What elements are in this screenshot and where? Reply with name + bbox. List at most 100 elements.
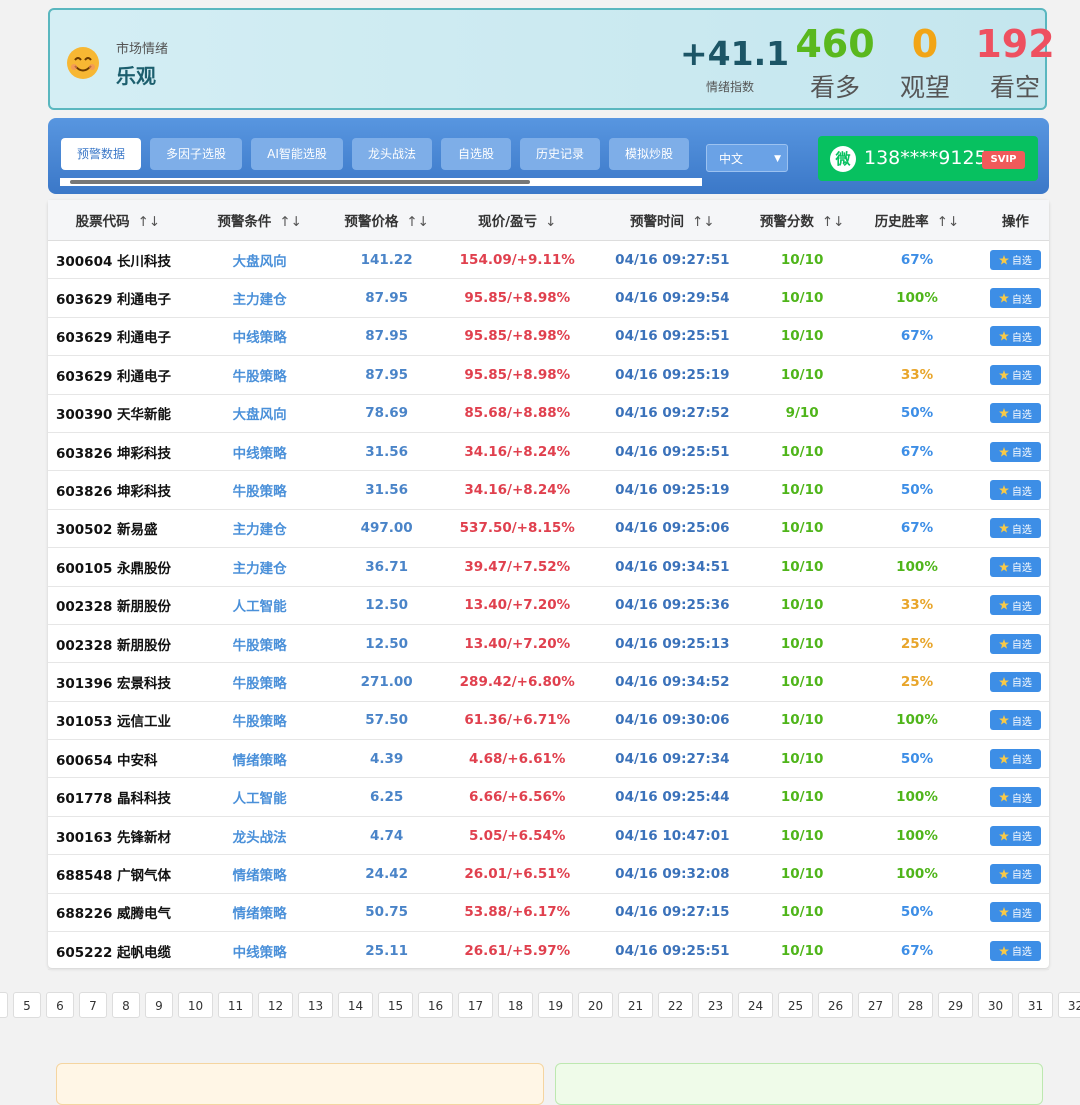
cell: 9/10 bbox=[752, 394, 853, 433]
page-button[interactable]: 14 bbox=[338, 992, 373, 1018]
page-button[interactable]: 15 bbox=[378, 992, 413, 1018]
page-button[interactable]: 27 bbox=[858, 992, 893, 1018]
column-header[interactable]: 预警分数 ↑↓ bbox=[752, 200, 853, 241]
watch-label: 自选 bbox=[1011, 448, 1032, 460]
watch-button[interactable]: 自选 bbox=[989, 671, 1041, 692]
cell: 50.75 bbox=[331, 893, 442, 933]
tab[interactable]: AI智能选股 bbox=[251, 138, 343, 170]
column-header[interactable]: 预警条件 ↑↓ bbox=[187, 200, 332, 241]
cell: 34.16/+8.24% bbox=[441, 432, 593, 472]
watch-button[interactable]: 自选 bbox=[989, 480, 1041, 501]
page-button[interactable]: 20 bbox=[578, 992, 613, 1018]
cell: 95.85/+8.98% bbox=[441, 317, 593, 357]
watch-button[interactable]: 自选 bbox=[989, 556, 1041, 577]
page-button[interactable]: 30 bbox=[978, 992, 1013, 1018]
page-button[interactable]: 5 bbox=[13, 992, 41, 1018]
page-button[interactable]: 11 bbox=[218, 992, 253, 1018]
cell: 497.00 bbox=[331, 509, 442, 549]
action-cell: 自选 bbox=[981, 624, 1049, 664]
page-button[interactable]: 22 bbox=[658, 992, 693, 1018]
cell: 100% bbox=[852, 777, 982, 817]
page-button[interactable]: 26 bbox=[818, 992, 853, 1018]
cell: 04/16 09:30:06 bbox=[592, 701, 752, 741]
page-button[interactable]: 31 bbox=[1018, 992, 1053, 1018]
page-button[interactable]: 9 bbox=[145, 992, 173, 1018]
cell: 10/10 bbox=[752, 739, 853, 779]
page-button[interactable]: 18 bbox=[498, 992, 533, 1018]
cell: 50% bbox=[852, 739, 982, 779]
watch-label: 自选 bbox=[1011, 371, 1032, 383]
cell: 67% bbox=[852, 432, 982, 472]
page-button[interactable]: 16 bbox=[418, 992, 453, 1018]
page-button[interactable]: 10 bbox=[178, 992, 213, 1018]
page-button[interactable]: 6 bbox=[46, 992, 74, 1018]
watch-label: 自选 bbox=[1011, 678, 1032, 690]
cell: 10/10 bbox=[752, 432, 853, 472]
column-header[interactable]: 预警价格 ↑↓ bbox=[331, 200, 442, 241]
language-select[interactable]: 中文 ▼ bbox=[706, 144, 788, 172]
watch-button[interactable]: 自选 bbox=[989, 364, 1041, 385]
stat-label: 看空 bbox=[989, 73, 1040, 102]
page-button[interactable]: 29 bbox=[938, 992, 973, 1018]
column-header[interactable]: 股票代码 ↑↓ bbox=[48, 200, 188, 241]
watch-button[interactable]: 自选 bbox=[989, 326, 1041, 347]
column-header[interactable]: 历史胜率 ↑↓ bbox=[852, 200, 982, 241]
page-button[interactable]: 21 bbox=[618, 992, 653, 1018]
cell: 10/10 bbox=[752, 701, 853, 741]
table-row: 603826 坤彩科技 中线策略 31.56 34.16/+8.24% 04/16 09… bbox=[48, 432, 1049, 472]
page-button[interactable]: 17 bbox=[458, 992, 493, 1018]
page-button[interactable]: 24 bbox=[738, 992, 773, 1018]
cell: 100% bbox=[852, 701, 982, 741]
tab[interactable]: 预警数据 bbox=[61, 138, 141, 170]
page-button[interactable]: 32 bbox=[1058, 992, 1080, 1018]
cell: 04/16 10:47:01 bbox=[592, 816, 752, 856]
cell: 50% bbox=[852, 394, 982, 433]
tab[interactable]: 龙头战法 bbox=[352, 138, 432, 170]
watch-button[interactable]: 自选 bbox=[989, 441, 1041, 462]
tab[interactable]: 自选股 bbox=[441, 138, 511, 170]
cell: 31.56 bbox=[331, 470, 442, 510]
page-button[interactable]: 19 bbox=[538, 992, 573, 1018]
watch-button[interactable]: 自选 bbox=[989, 748, 1041, 769]
page-button[interactable]: 25 bbox=[778, 992, 813, 1018]
page-button[interactable]: 23 bbox=[698, 992, 733, 1018]
tab[interactable]: 模拟炒股 bbox=[609, 138, 689, 170]
cell: 情绪策略 bbox=[187, 893, 332, 933]
cell: 04/16 09:32:08 bbox=[592, 854, 752, 894]
header-label: 现价/盈亏 bbox=[478, 214, 538, 230]
sort-icon: ↑↓ bbox=[279, 214, 302, 230]
watch-button[interactable]: 自选 bbox=[989, 710, 1041, 731]
column-header[interactable]: 预警时间 ↑↓ bbox=[592, 200, 752, 241]
page-button[interactable]: 28 bbox=[898, 992, 933, 1018]
page-button[interactable]: 8 bbox=[112, 992, 140, 1018]
page-button[interactable]: 7 bbox=[79, 992, 107, 1018]
cell: 04/16 09:34:51 bbox=[592, 547, 752, 587]
cell: 04/16 09:25:19 bbox=[592, 470, 752, 510]
watch-button[interactable]: 自选 bbox=[989, 249, 1041, 270]
user-box[interactable]: 微 138****9125 SVIP bbox=[818, 136, 1038, 181]
stat-label: 看多 bbox=[809, 73, 860, 102]
table-row: 002328 新朋股份 人工智能 12.50 13.40/+7.20% 04/16 09… bbox=[48, 586, 1049, 625]
watch-button[interactable]: 自选 bbox=[989, 940, 1041, 961]
page-button[interactable]: 4 bbox=[0, 992, 8, 1018]
cell: 87.95 bbox=[331, 317, 442, 357]
page-button[interactable]: 12 bbox=[258, 992, 293, 1018]
watch-button[interactable]: 自选 bbox=[989, 633, 1041, 654]
watch-button[interactable]: 自选 bbox=[989, 518, 1041, 539]
watch-button[interactable]: 自选 bbox=[989, 863, 1041, 884]
watch-button[interactable]: 自选 bbox=[989, 288, 1041, 309]
page-button[interactable]: 13 bbox=[298, 992, 333, 1018]
watch-label: 自选 bbox=[1011, 870, 1032, 882]
column-header[interactable]: 现价/盈亏 ↓ bbox=[441, 200, 593, 241]
watch-button[interactable]: 自选 bbox=[989, 787, 1041, 808]
cell: 牛股策略 bbox=[187, 701, 332, 741]
cell: 10/10 bbox=[752, 931, 853, 971]
watch-button[interactable]: 自选 bbox=[989, 902, 1041, 923]
watch-button[interactable]: 自选 bbox=[989, 825, 1041, 846]
watch-button[interactable]: 自选 bbox=[989, 403, 1041, 424]
tab[interactable]: 历史记录 bbox=[520, 138, 600, 170]
tab[interactable]: 多因子选股 bbox=[150, 138, 242, 170]
cell: 04/16 09:27:52 bbox=[592, 394, 752, 433]
watch-button[interactable]: 自选 bbox=[989, 595, 1041, 616]
watch-label: 自选 bbox=[1011, 486, 1032, 498]
